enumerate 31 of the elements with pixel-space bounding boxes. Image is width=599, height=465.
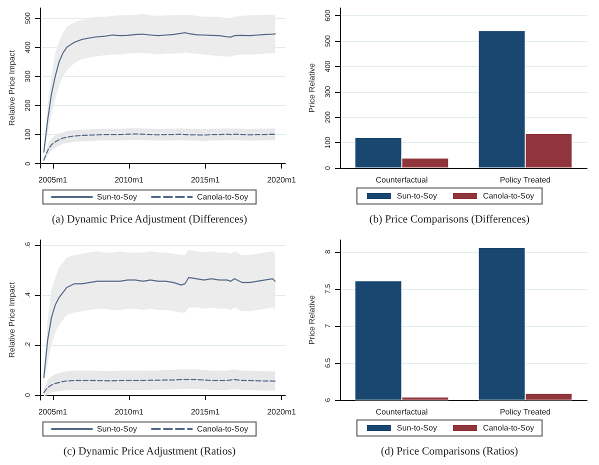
y-axis-title: Price Relative xyxy=(308,62,316,113)
text: (c) Dynamic Price Adjustment (Ratios) xyxy=(63,446,236,458)
legend-label: Sun-to-Soy xyxy=(96,424,137,434)
x-tick-label: Policy Treated xyxy=(500,408,551,416)
legend-label: Sun-to-Soy xyxy=(396,192,437,200)
legend-label: Sun-to-Soy xyxy=(396,424,437,432)
legend-label: Canola-to-Soy xyxy=(196,424,248,434)
x-tick-label: 2020m1 xyxy=(267,408,297,416)
x-tick-label: Counterfactual xyxy=(376,408,428,416)
legend-label: Sun-to-Soy xyxy=(96,192,137,202)
y-axis-title: Relative Price Impact xyxy=(8,281,16,358)
x-tick-label: 2005m1 xyxy=(38,176,68,184)
text: (b) Price Comparisons (Differences) xyxy=(369,214,530,226)
x-tick-label: 2005m1 xyxy=(38,408,68,416)
y-axis-title: Price Relative xyxy=(308,294,316,345)
x-tick-label: 2015m1 xyxy=(190,176,220,184)
line-series xyxy=(43,133,276,161)
x-tick-label: 2015m1 xyxy=(190,408,220,416)
y-axis-title: Relative Price Impact xyxy=(8,49,16,126)
x-tick-label: 2010m1 xyxy=(114,176,144,184)
x-tick-label: 2010m1 xyxy=(114,408,144,416)
x-tick-label: Counterfactual xyxy=(376,176,428,184)
line-series xyxy=(43,276,276,378)
text: (d) Price Comparisons (Ratios) xyxy=(380,446,518,458)
legend-label: Canola-to-Soy xyxy=(482,424,534,432)
legend-label: Canola-to-Soy xyxy=(196,192,248,202)
x-tick-label: 2020m1 xyxy=(267,176,297,184)
line-series xyxy=(43,378,276,394)
x-tick-label: Policy Treated xyxy=(500,176,551,184)
text: (a) Dynamic Price Adjustment (Differences) xyxy=(52,214,248,226)
legend-label: Canola-to-Soy xyxy=(482,192,534,200)
